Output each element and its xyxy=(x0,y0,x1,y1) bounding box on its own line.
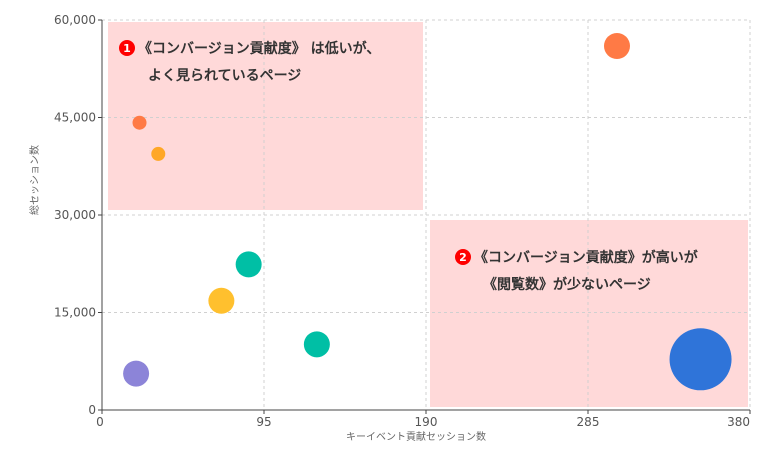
x-axis-title: キーイベント貢献セッション数 xyxy=(346,430,486,443)
y-tick-label: 15,000 xyxy=(54,306,96,320)
bubble-2 xyxy=(151,146,166,161)
y-tick-label: 0 xyxy=(88,403,96,417)
x-tick-label: 380 xyxy=(727,415,750,429)
annotation-zone-1-line-1: 《コンバージョン貢献度》 は低いが、 xyxy=(138,40,380,57)
x-tick-label: 0 xyxy=(96,415,104,429)
y-tick-label: 30,000 xyxy=(54,208,96,222)
annotation-zone-1-number: 1 xyxy=(123,42,131,55)
bubble-1 xyxy=(132,115,147,130)
annotation-zone-1-marker xyxy=(119,40,135,56)
bubble-6 xyxy=(303,331,330,358)
y-axis-title: 総セッション数 xyxy=(28,145,41,215)
bubble-5 xyxy=(208,287,235,314)
y-tick-label: 60,000 xyxy=(54,13,96,27)
annotation-zone-2-line-1: 《コンバージョン貢献度》が高いが xyxy=(474,249,699,266)
annotation-zone-2-number: 2 xyxy=(459,251,467,264)
highlight-zone-1 xyxy=(108,22,423,210)
bubble-7 xyxy=(123,360,150,387)
bubble-3 xyxy=(603,33,630,59)
annotation-zone-2-line-2: 《閲覧数》が少ないページ xyxy=(483,276,651,293)
annotation-zone-2-marker xyxy=(455,249,471,265)
y-tick-label: 45,000 xyxy=(54,111,96,125)
x-tick-label: 95 xyxy=(256,415,271,429)
annotation-zone-1-line-2: よく見られているページ xyxy=(148,68,301,84)
x-tick-label: 285 xyxy=(577,415,600,429)
x-tick-label: 190 xyxy=(415,415,438,429)
bubble-8 xyxy=(669,328,732,391)
bubble-4 xyxy=(235,251,262,278)
